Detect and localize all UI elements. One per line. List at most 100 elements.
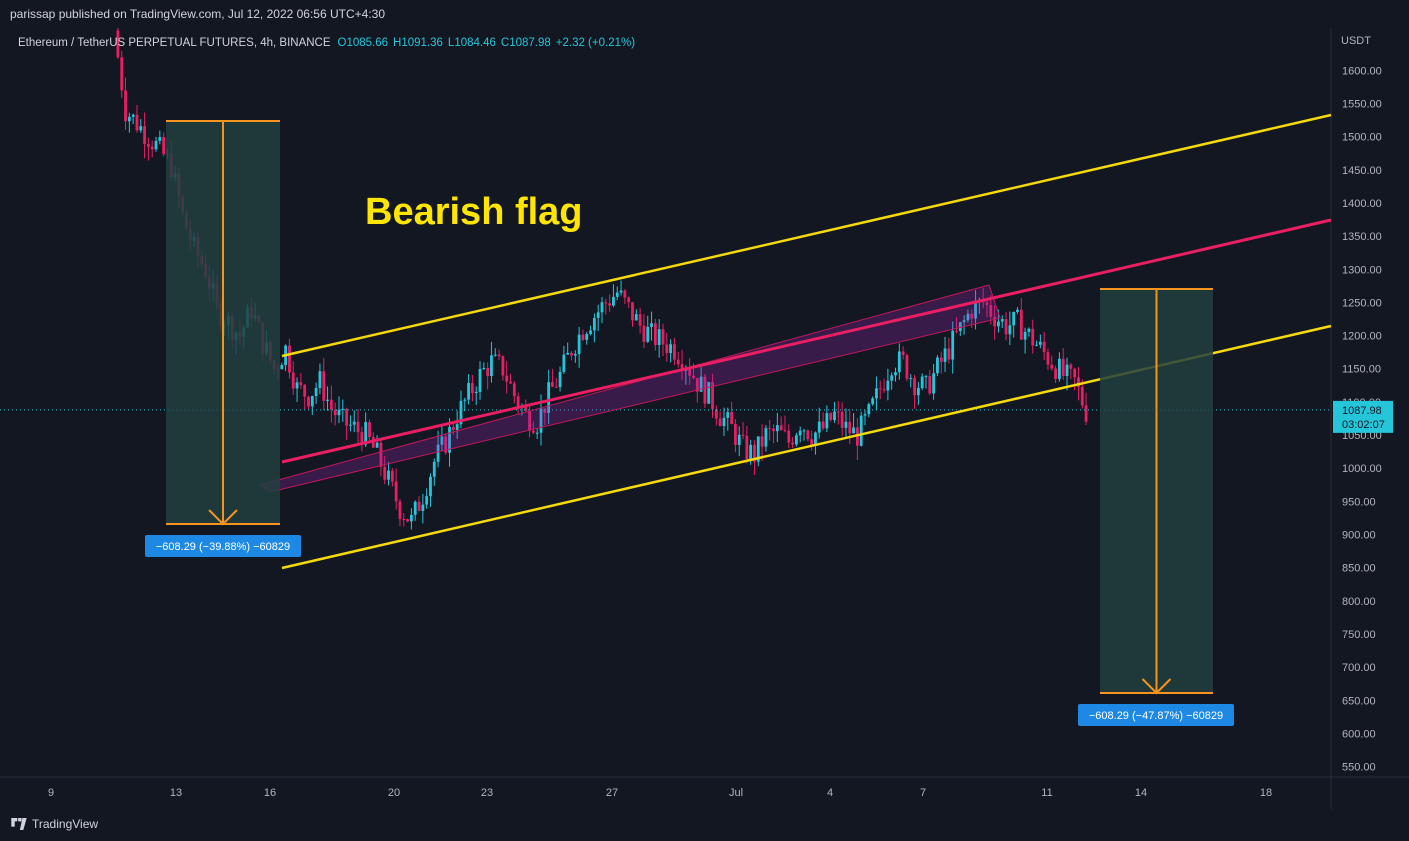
candle <box>855 418 859 461</box>
candle-body <box>970 313 974 319</box>
price-axis[interactable]: USDT 1600.00 1550.00 1500.00 1450.00 1400.00 1… <box>1333 35 1393 774</box>
last-price-tag: 1087.98 03:02:07 <box>1333 400 1393 433</box>
candle-body <box>573 353 577 356</box>
candle-body <box>1080 386 1084 406</box>
candle-body <box>821 421 825 429</box>
candle <box>318 363 322 395</box>
candle-body <box>886 380 890 391</box>
candle-body <box>775 425 779 432</box>
candle <box>566 342 570 355</box>
candle-body <box>855 427 859 446</box>
candle-body <box>524 406 528 411</box>
last-price-value: 1087.98 <box>1342 405 1382 417</box>
candle <box>714 405 718 426</box>
last-price-bg <box>1333 400 1393 433</box>
candle-body <box>623 290 627 298</box>
candle-body <box>162 137 166 155</box>
candle <box>821 412 825 431</box>
price-chart[interactable]: USDT 1600.00 1550.00 1500.00 1450.00 1400.00 1… <box>0 28 1409 809</box>
candle-body <box>505 375 509 382</box>
candle <box>1073 367 1077 391</box>
candle-body <box>124 90 127 122</box>
candle-body <box>673 344 676 360</box>
candle <box>280 362 284 370</box>
symbol-field: L1084.46 <box>448 37 496 49</box>
candle-body <box>421 504 425 511</box>
candle-body <box>1031 328 1035 346</box>
candle-body <box>848 421 852 434</box>
candle <box>467 374 470 405</box>
candle-body <box>135 114 139 131</box>
candle-body <box>1084 405 1088 422</box>
candle-body <box>1035 344 1038 346</box>
candle-body <box>867 404 871 415</box>
candle-body <box>615 292 619 297</box>
projection-right <box>1100 288 1213 695</box>
candle <box>1065 357 1069 391</box>
candle <box>916 382 920 405</box>
candle-body <box>448 426 451 453</box>
candle-body <box>547 382 551 413</box>
candle-body <box>909 378 913 380</box>
candle <box>150 140 154 158</box>
candle <box>398 498 402 527</box>
candle-body <box>444 436 448 453</box>
candle-body <box>989 305 993 317</box>
candle <box>478 361 482 400</box>
candle-body <box>356 421 360 433</box>
candle-body <box>665 344 669 354</box>
candle-body <box>600 302 604 313</box>
candle-body <box>726 412 730 418</box>
candle-body <box>425 496 429 505</box>
candle <box>745 426 749 464</box>
candle-body <box>653 323 657 345</box>
candle-body <box>707 382 711 404</box>
candle <box>795 432 798 447</box>
candle <box>638 307 642 334</box>
time-axis[interactable]: 9 13 16 20 23 27 Jul 4 7 11 14 18 <box>48 787 1272 799</box>
x-tick-label: 23 <box>481 787 493 799</box>
candle-body <box>1019 309 1023 340</box>
symbol-field: +2.32 (+0.21%) <box>556 37 635 49</box>
candle-body <box>772 428 775 432</box>
candle-body <box>318 371 322 389</box>
candle <box>303 383 307 410</box>
candle <box>291 361 295 395</box>
candle <box>1058 352 1061 382</box>
candle <box>913 374 916 409</box>
y-tick-label: 900.00 <box>1342 530 1376 542</box>
candle-body <box>310 396 314 407</box>
candle-body <box>512 383 516 397</box>
candle-body <box>1061 358 1065 377</box>
candle-body <box>303 385 307 397</box>
x-tick-label: 11 <box>1041 787 1052 799</box>
candle <box>570 351 573 361</box>
candle-body <box>341 408 345 410</box>
x-tick-label: 13 <box>170 787 182 799</box>
candle <box>425 488 429 509</box>
candle <box>669 339 673 363</box>
candle-body <box>493 354 497 356</box>
candle-body <box>566 352 570 355</box>
candle-body <box>966 313 970 321</box>
candle-body <box>745 435 749 460</box>
candle <box>501 355 505 381</box>
candle <box>612 284 615 308</box>
y-tick-label: 550.00 <box>1342 762 1376 774</box>
candle-body <box>349 424 352 426</box>
chart-area[interactable]: USDT 1600.00 1550.00 1500.00 1450.00 1400.00 1… <box>0 28 1409 809</box>
candle-body <box>390 470 394 482</box>
candle-body <box>1023 331 1027 340</box>
candle-body <box>939 357 943 362</box>
candle-body <box>143 126 146 145</box>
x-tick-label: 16 <box>264 787 276 799</box>
candle-body <box>871 398 875 405</box>
candle-body <box>1046 352 1050 365</box>
tradingview-brand[interactable]: TradingView <box>10 817 98 831</box>
candle <box>1084 392 1088 426</box>
candle <box>1069 362 1073 380</box>
candle-body <box>402 519 406 521</box>
candle-body <box>985 302 989 306</box>
measure-label-bg <box>1078 704 1234 726</box>
candle-body <box>158 137 162 141</box>
